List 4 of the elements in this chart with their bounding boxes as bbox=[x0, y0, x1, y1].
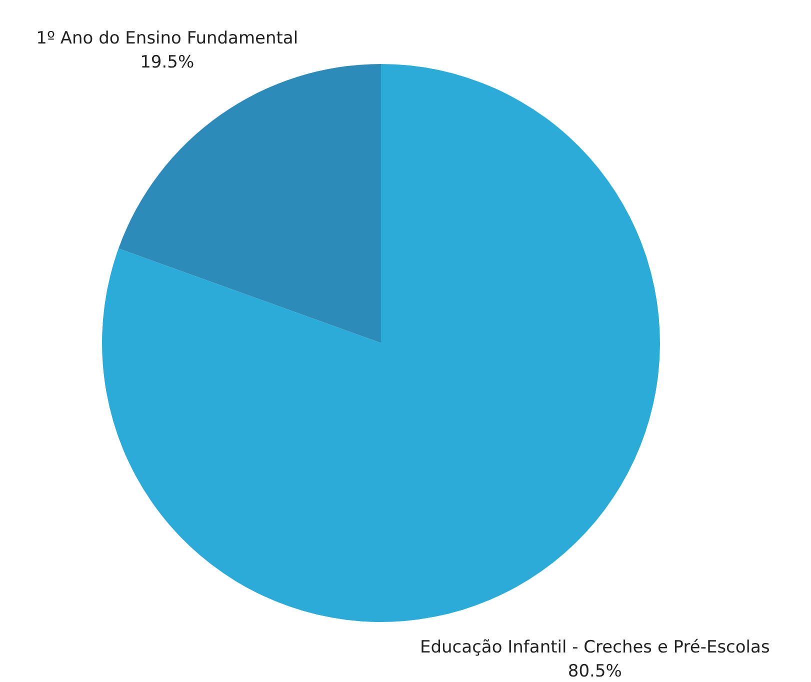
slice-label: Educação Infantil - Creches e Pré-Escolas bbox=[420, 637, 770, 658]
data-label: 80.5% bbox=[568, 661, 622, 682]
slice-label: 1º Ano do Ensino Fundamental bbox=[36, 28, 298, 49]
data-label: 19.5% bbox=[140, 52, 194, 73]
